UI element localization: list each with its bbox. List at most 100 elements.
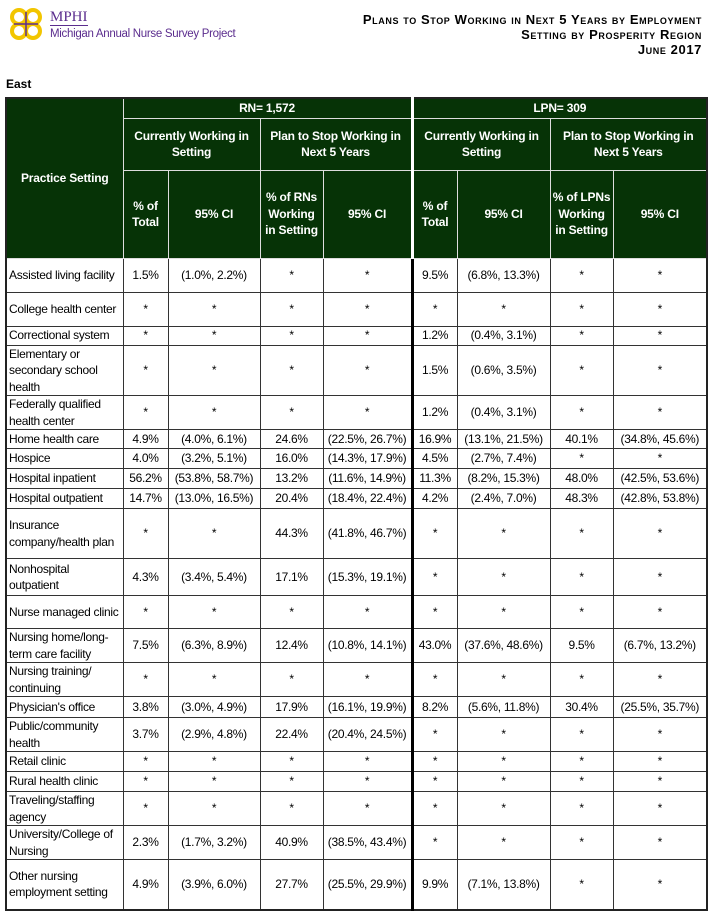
value-cell: 44.3% xyxy=(259,508,324,559)
practice-setting-cell: Hospital inpatient xyxy=(5,468,124,489)
value-cell: * xyxy=(322,662,414,697)
value-cell: * xyxy=(612,771,708,792)
practice-setting-cell: Elementary or secondary school health xyxy=(5,344,124,396)
value-cell: 1.2% xyxy=(411,325,458,346)
table-row: Nursing training/ continuing * * * * * * * * xyxy=(5,662,708,697)
value-cell: * xyxy=(411,558,458,596)
value-cell: (8.2%, 15.3%) xyxy=(456,468,551,489)
value-cell: * xyxy=(259,291,324,327)
value-cell: (6.3%, 8.9%) xyxy=(167,628,261,663)
value-cell: * xyxy=(259,325,324,346)
value-cell: * xyxy=(612,395,708,430)
value-cell: * xyxy=(612,791,708,826)
title-line: June 2017 xyxy=(637,42,702,57)
value-cell: * xyxy=(411,825,458,860)
value-cell: * xyxy=(167,751,261,772)
value-cell: * xyxy=(122,508,169,559)
value-cell: 24.6% xyxy=(259,429,324,449)
logo-text: MPHI xyxy=(50,9,88,26)
value-cell: * xyxy=(322,344,414,396)
value-cell: * xyxy=(612,595,708,629)
value-cell: * xyxy=(549,395,614,430)
value-cell: (18.4%, 22.4%) xyxy=(322,488,414,509)
value-cell: (3.9%, 6.0%) xyxy=(167,859,261,910)
practice-setting-cell: Correctional system xyxy=(5,325,124,346)
value-cell: (38.5%, 43.4%) xyxy=(322,825,414,860)
table-row: Retail clinic * * * * * * * * xyxy=(5,751,708,772)
value-cell: * xyxy=(612,257,708,293)
value-cell: * xyxy=(167,771,261,792)
value-cell: (10.8%, 14.1%) xyxy=(322,628,414,663)
value-cell: (1.7%, 3.2%) xyxy=(167,825,261,860)
practice-setting-cell: Public/community health xyxy=(5,717,124,752)
value-cell: * xyxy=(549,325,614,346)
value-cell: * xyxy=(549,717,614,752)
value-cell: * xyxy=(322,257,414,293)
table-row: Rural health clinic * * * * * * * * xyxy=(5,771,708,792)
mphi-logo: MPHI Michigan Annual Nurse Survey Projec… xyxy=(8,6,248,42)
value-cell: 43.0% xyxy=(411,628,458,663)
value-cell: * xyxy=(167,595,261,629)
value-cell: 8.2% xyxy=(411,696,458,718)
value-cell: * xyxy=(167,662,261,697)
value-cell: 1.2% xyxy=(411,395,458,430)
table-row: University/College of Nursing 2.3% (1.7%, … xyxy=(5,825,708,860)
rn-header: RN= 1,572 xyxy=(122,97,414,119)
value-cell: 30.4% xyxy=(549,696,614,718)
value-cell: (2.9%, 4.8%) xyxy=(167,717,261,752)
value-cell: * xyxy=(612,825,708,860)
practice-setting-cell: Nonhospital outpatient xyxy=(5,558,124,596)
value-cell: (3.0%, 4.9%) xyxy=(167,696,261,718)
value-cell: * xyxy=(549,448,614,469)
value-cell: * xyxy=(259,662,324,697)
value-cell: * xyxy=(322,395,414,430)
value-cell: (0.4%, 3.1%) xyxy=(456,395,551,430)
table-row: Traveling/staffing agency * * * * * * * * xyxy=(5,791,708,826)
value-cell: * xyxy=(411,717,458,752)
value-cell: (25.5%, 35.7%) xyxy=(612,696,708,718)
value-cell: (11.6%, 14.9%) xyxy=(322,468,414,489)
value-cell: * xyxy=(122,291,169,327)
value-cell: * xyxy=(322,751,414,772)
value-cell: (4.0%, 6.1%) xyxy=(167,429,261,449)
value-cell: * xyxy=(411,508,458,559)
value-cell: (37.6%, 48.6%) xyxy=(456,628,551,663)
value-cell: * xyxy=(259,344,324,396)
practice-setting-cell: Assisted living facility xyxy=(5,257,124,293)
rn-plan-ci-header: 95% CI xyxy=(322,169,414,259)
value-cell: * xyxy=(122,751,169,772)
value-cell: * xyxy=(549,291,614,327)
practice-setting-cell: Federally qualified health center xyxy=(5,395,124,430)
logo-knot-icon xyxy=(10,8,42,40)
value-cell: * xyxy=(612,448,708,469)
value-cell: 3.7% xyxy=(122,717,169,752)
value-cell: 11.3% xyxy=(411,468,458,489)
lpn-pct-total-header: % of Total xyxy=(411,169,458,259)
value-cell: (25.5%, 29.9%) xyxy=(322,859,414,910)
value-cell: 56.2% xyxy=(122,468,169,489)
value-cell: * xyxy=(549,859,614,910)
value-cell: (13.0%, 16.5%) xyxy=(167,488,261,509)
value-cell: 22.4% xyxy=(259,717,324,752)
logo-subtitle: Michigan Annual Nurse Survey Project xyxy=(50,28,236,40)
practice-setting-cell: Hospice xyxy=(5,448,124,469)
value-cell: 4.5% xyxy=(411,448,458,469)
value-cell: * xyxy=(612,751,708,772)
table-row: Other nursing employment setting 4.9% (3.9… xyxy=(5,859,708,910)
table-body: Assisted living facility 1.5% (1.0%, 2.2%)… xyxy=(5,257,708,910)
value-cell: * xyxy=(122,595,169,629)
value-cell: * xyxy=(549,771,614,792)
title-line: Plans to Stop Working in Next 5 Years by… xyxy=(362,12,702,27)
value-cell: (16.1%, 19.9%) xyxy=(322,696,414,718)
value-cell: (42.8%, 53.8%) xyxy=(612,488,708,509)
practice-setting-cell: University/College of Nursing xyxy=(5,825,124,860)
value-cell: * xyxy=(411,291,458,327)
value-cell: 4.0% xyxy=(122,448,169,469)
table-row: Physician's office 3.8% (3.0%, 4.9%) 17.9%(… xyxy=(5,696,708,718)
value-cell: * xyxy=(167,291,261,327)
value-cell: 48.3% xyxy=(549,488,614,509)
value-cell: (53.8%, 58.7%) xyxy=(167,468,261,489)
value-cell: * xyxy=(122,771,169,792)
value-cell: 2.3% xyxy=(122,825,169,860)
value-cell: * xyxy=(612,558,708,596)
